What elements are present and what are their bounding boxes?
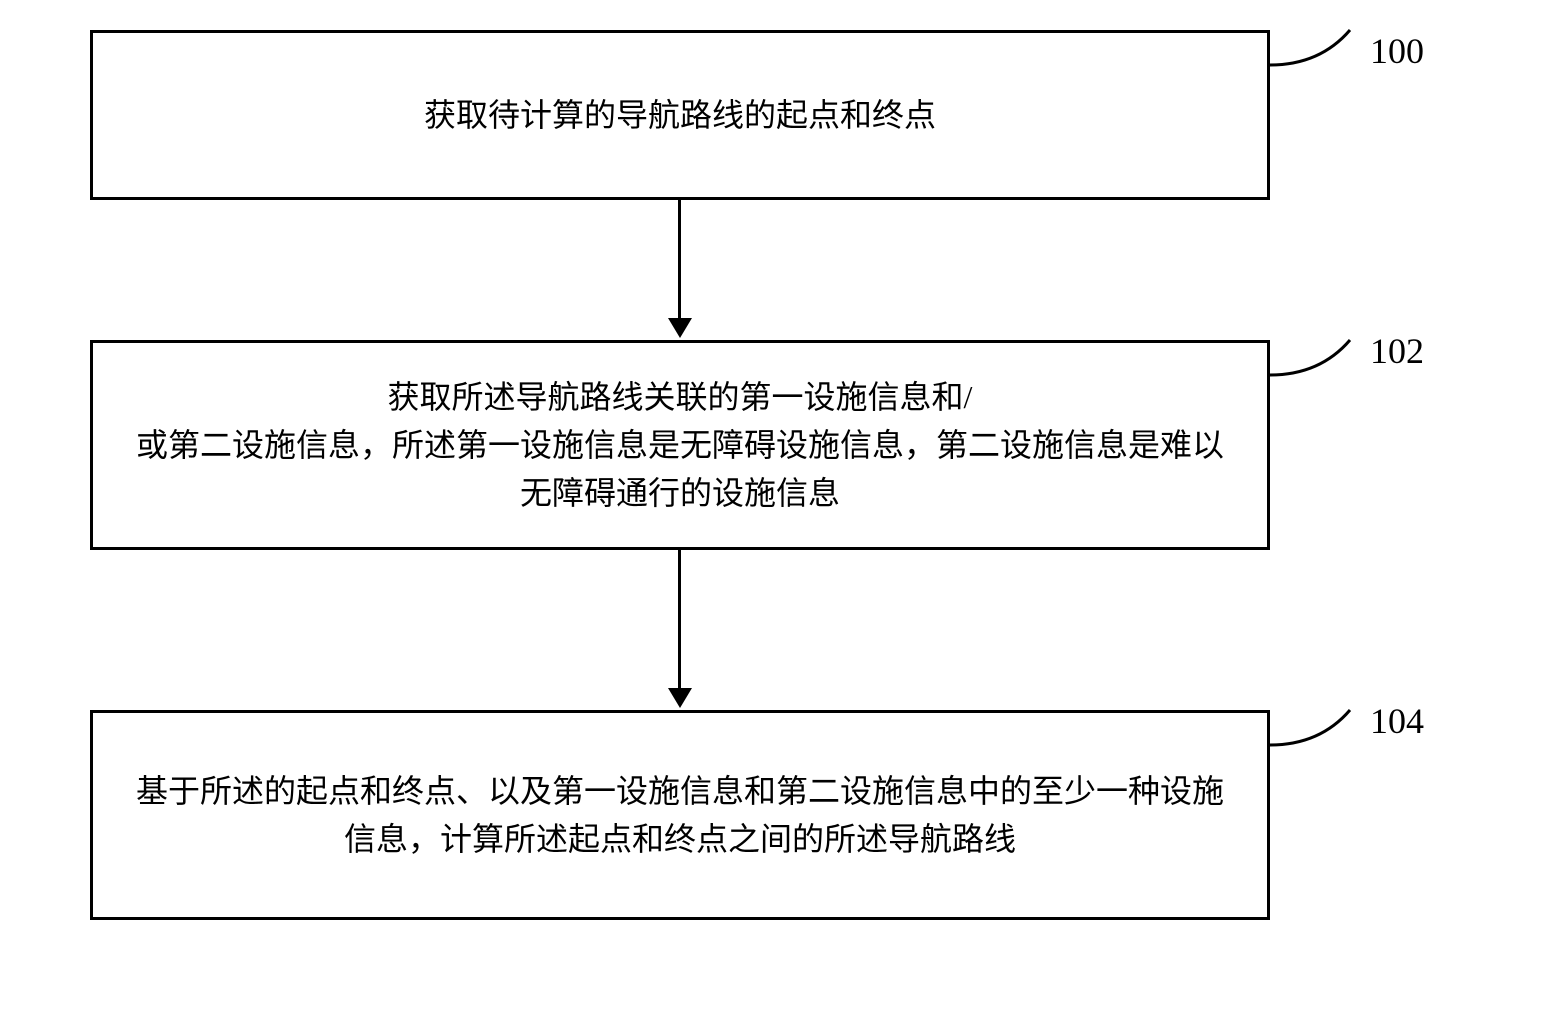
arrow-line-2 — [678, 550, 681, 690]
arrow-line-1 — [678, 200, 681, 320]
flow-text-step2: 获取所述导航路线关联的第一设施信息和/或第二设施信息，所述第一设施信息是无障碍设… — [133, 373, 1227, 517]
step-label-104: 104 — [1370, 700, 1424, 742]
flow-box-step1: 获取待计算的导航路线的起点和终点 — [90, 30, 1270, 200]
step-label-100: 100 — [1370, 30, 1424, 72]
step-label-102: 102 — [1370, 330, 1424, 372]
flow-box-step2: 获取所述导航路线关联的第一设施信息和/或第二设施信息，所述第一设施信息是无障碍设… — [90, 340, 1270, 550]
arrow-head-1 — [668, 318, 692, 338]
flow-text-step1: 获取待计算的导航路线的起点和终点 — [424, 91, 936, 139]
flow-box-step3: 基于所述的起点和终点、以及第一设施信息和第二设施信息中的至少一种设施信息，计算所… — [90, 710, 1270, 920]
flow-text-step3: 基于所述的起点和终点、以及第一设施信息和第二设施信息中的至少一种设施信息，计算所… — [133, 767, 1227, 863]
arrow-head-2 — [668, 688, 692, 708]
